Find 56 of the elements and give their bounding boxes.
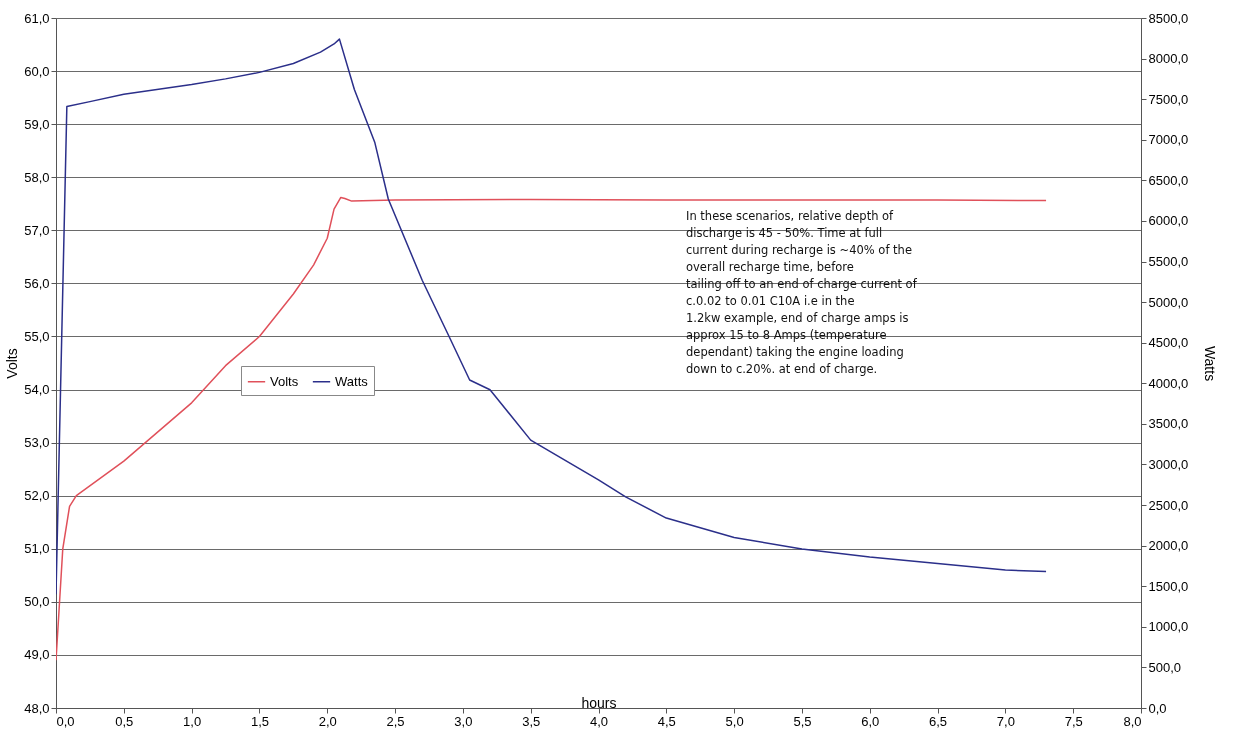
y-tick-label: 52,0 bbox=[24, 488, 50, 504]
x-tick-label: 8,0 bbox=[1123, 713, 1142, 729]
y-tick-label: 59,0 bbox=[24, 116, 50, 132]
x-tick-label: 1,5 bbox=[250, 713, 269, 729]
y2-tick-label: 6500,0 bbox=[1148, 172, 1189, 188]
y-tick-label: 54,0 bbox=[24, 382, 50, 398]
y2-tick-label: 500,0 bbox=[1148, 659, 1182, 675]
y-tick-label: 49,0 bbox=[24, 647, 50, 663]
y-tick-label: 50,0 bbox=[24, 594, 50, 610]
y-tick-label: 57,0 bbox=[24, 222, 50, 238]
x-tick-label: 4,5 bbox=[657, 713, 676, 729]
y-tick-label: 53,0 bbox=[24, 435, 50, 451]
y2-tick-label: 5000,0 bbox=[1148, 294, 1189, 310]
y2-tick-label: 4500,0 bbox=[1148, 335, 1189, 351]
x-tick-label: 5,0 bbox=[725, 713, 744, 729]
y2-tick-label: 2500,0 bbox=[1148, 497, 1189, 513]
x-tick-label: 6,0 bbox=[861, 713, 880, 729]
y-axis-title: Volts bbox=[4, 348, 21, 379]
y-tick-label: 55,0 bbox=[24, 328, 50, 344]
y2-tick-label: 1000,0 bbox=[1148, 619, 1189, 635]
y2-tick-label: 7000,0 bbox=[1148, 132, 1189, 148]
y2-tick-label: 6000,0 bbox=[1148, 213, 1189, 229]
y2-tick-label: 8000,0 bbox=[1148, 51, 1189, 67]
y-tick-label: 60,0 bbox=[24, 63, 50, 79]
y2-tick-label: 3500,0 bbox=[1148, 416, 1189, 432]
x-tick-label: 2,0 bbox=[318, 713, 337, 729]
y2-axis-title: Watts bbox=[1202, 345, 1219, 382]
y2-tick-label: 4000,0 bbox=[1148, 375, 1189, 391]
legend-label: Watts bbox=[335, 373, 369, 389]
y-tick-label: 51,0 bbox=[24, 541, 50, 557]
x-tick-label: 7,5 bbox=[1064, 713, 1083, 729]
x-tick-label: 7,0 bbox=[996, 713, 1015, 729]
y2-tick-label: 8500,0 bbox=[1148, 10, 1189, 26]
y2-tick-label: 5500,0 bbox=[1148, 254, 1189, 270]
y-tick-label: 56,0 bbox=[24, 275, 50, 291]
x-tick-label: 0,0 bbox=[56, 713, 75, 729]
x-tick-label: 5,5 bbox=[793, 713, 812, 729]
x-tick-label: 2,5 bbox=[386, 713, 405, 729]
x-tick-label: 4,0 bbox=[589, 713, 609, 729]
y2-tick-label: 2000,0 bbox=[1148, 538, 1189, 554]
x-tick-label: 3,5 bbox=[522, 713, 541, 729]
y2-tick-label: 7500,0 bbox=[1148, 91, 1189, 107]
x-tick-label: 0,5 bbox=[115, 713, 134, 729]
y2-tick-label: 0,0 bbox=[1148, 700, 1167, 716]
y-tick-label: 58,0 bbox=[24, 169, 50, 185]
x-tick-label: 1,0 bbox=[183, 713, 202, 729]
y-tick-label: 61,0 bbox=[24, 10, 50, 26]
x-tick-label: 6,5 bbox=[929, 713, 948, 729]
line-series bbox=[56, 38, 1047, 596]
y2-tick-label: 3000,0 bbox=[1148, 456, 1189, 472]
x-axis-title: hours bbox=[581, 694, 617, 711]
y2-tick-label: 1500,0 bbox=[1148, 578, 1189, 594]
x-tick-label: 3,0 bbox=[454, 713, 473, 729]
legend-label: Volts bbox=[270, 373, 299, 389]
y-tick-label: 48,0 bbox=[24, 700, 50, 716]
line-series bbox=[56, 196, 1047, 661]
